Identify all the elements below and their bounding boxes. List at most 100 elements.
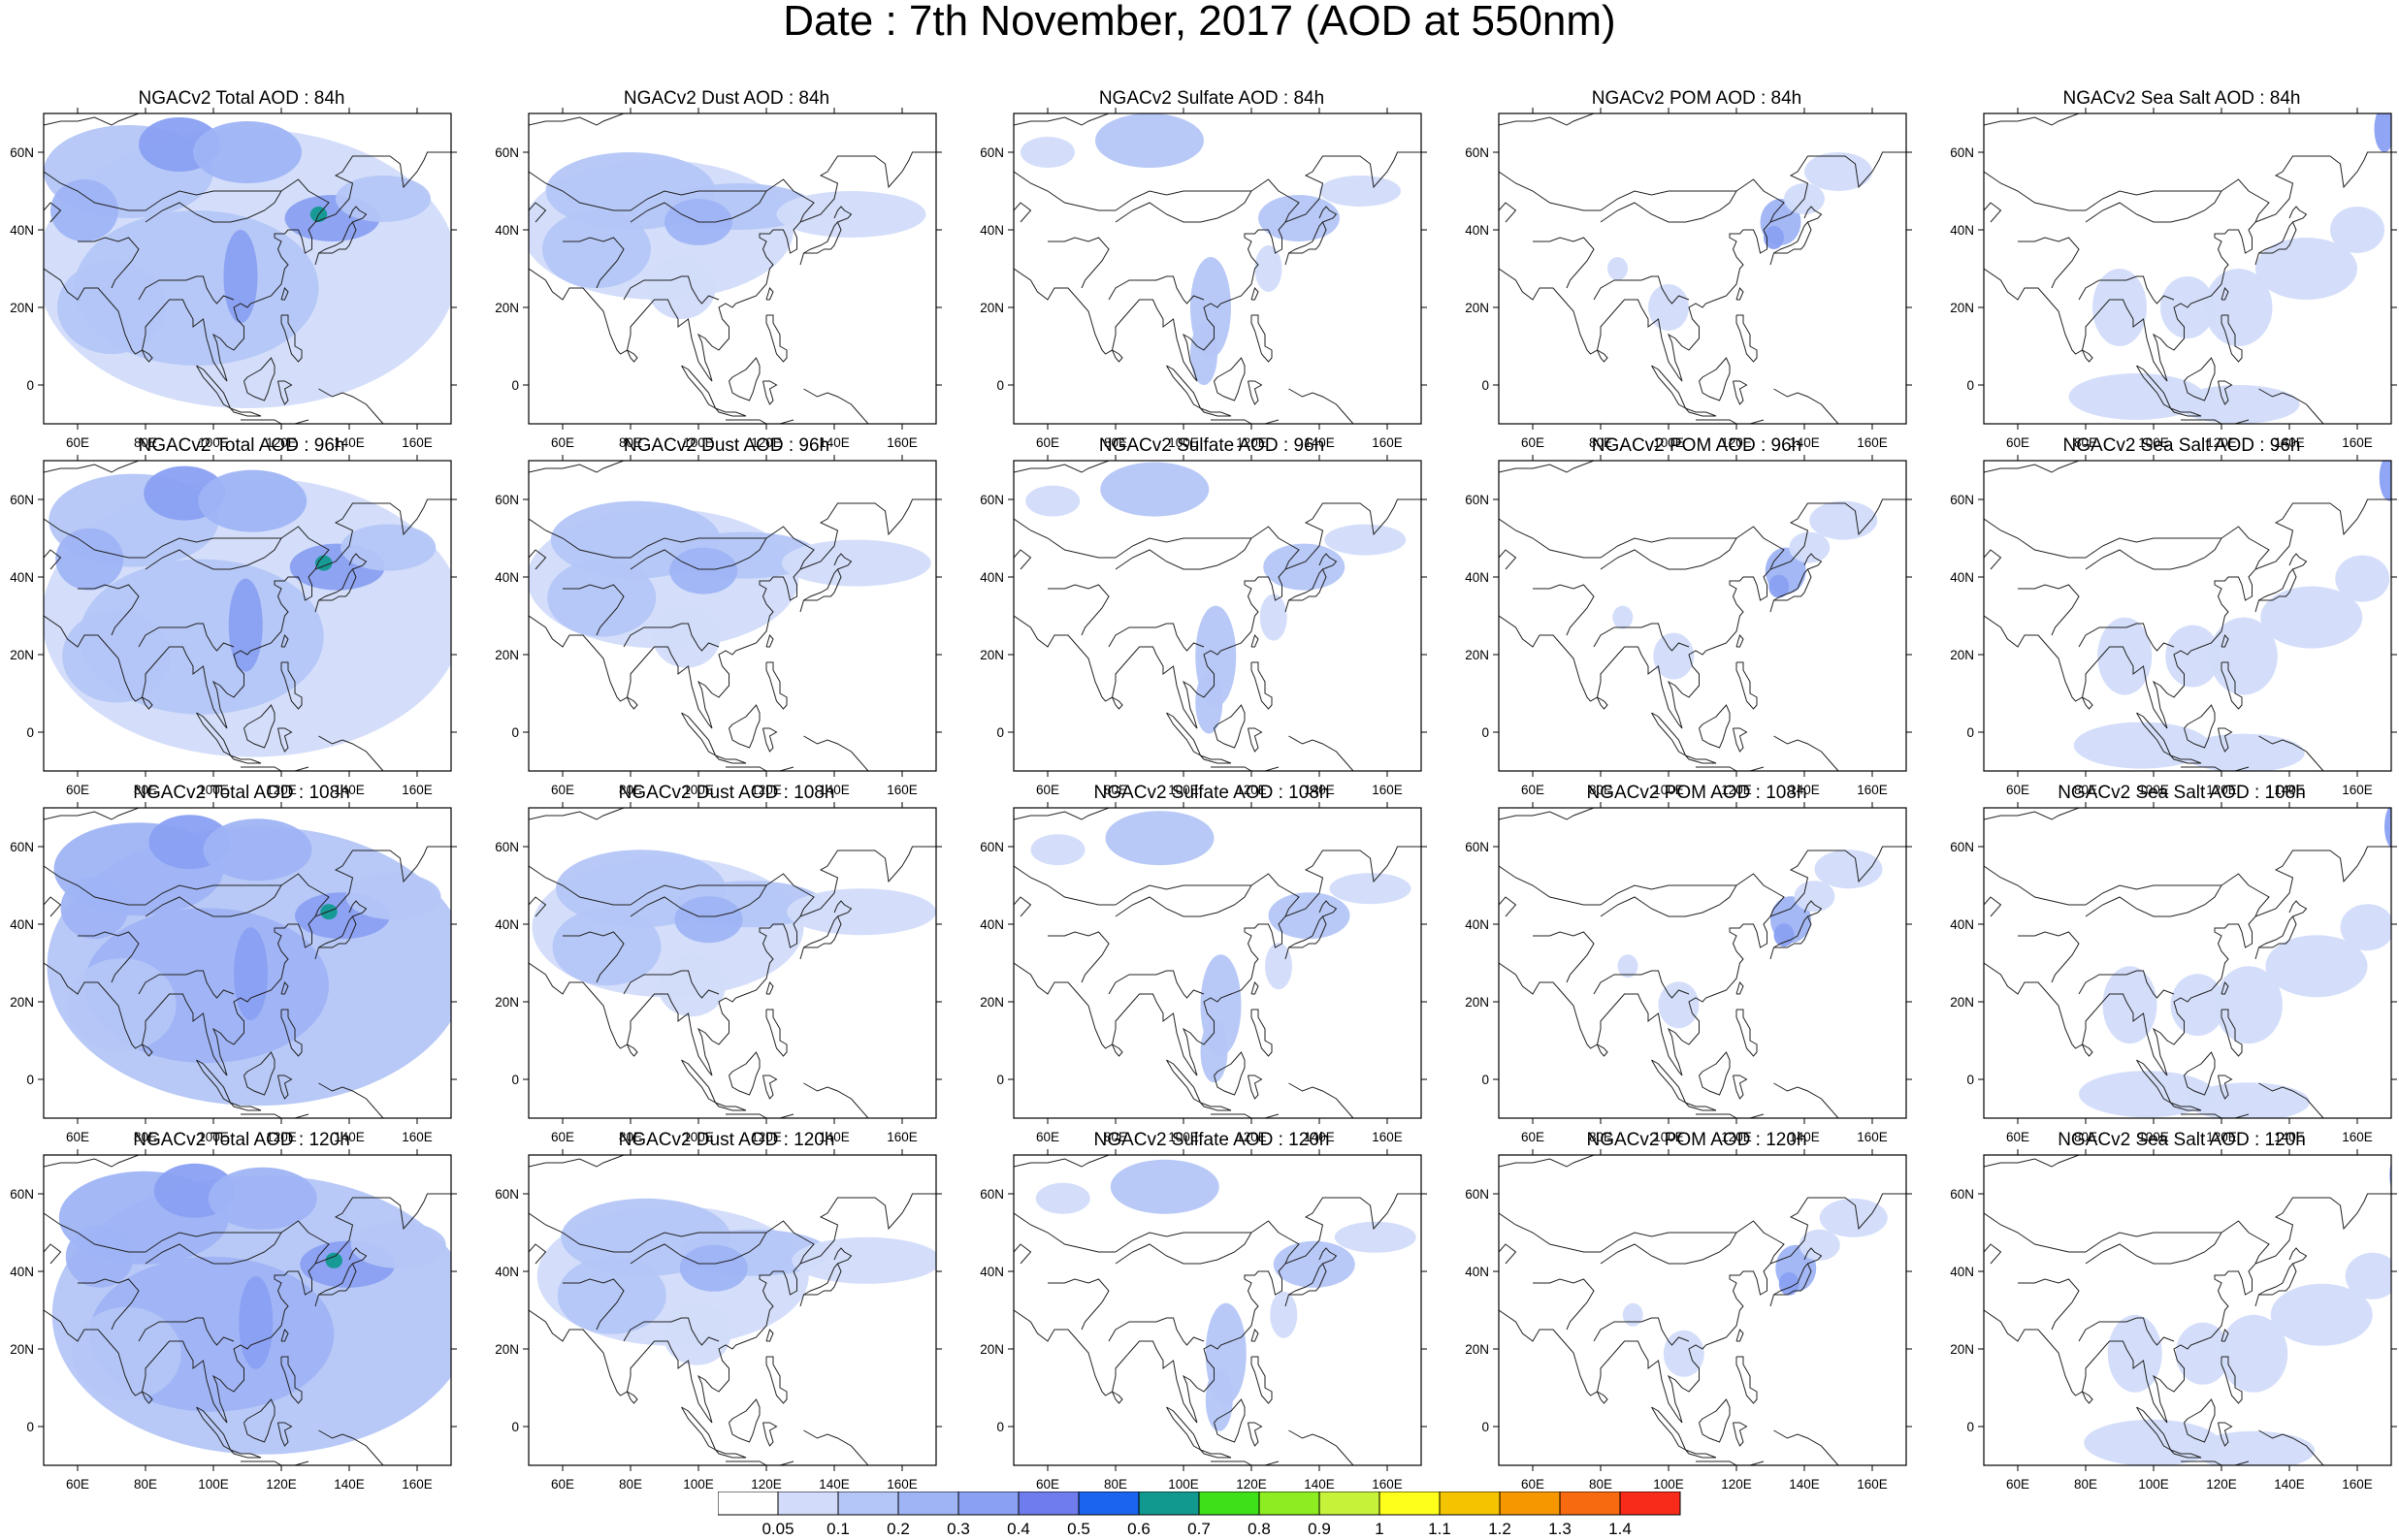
aod-field <box>1499 461 1906 771</box>
aod-plume <box>1263 543 1345 591</box>
aod-map: 60E 80E 100E 120E 140E 160E 60N 40N 20N 0 <box>1465 455 1912 797</box>
lat-tick-label: 60N <box>1950 840 1974 854</box>
coastline <box>2218 1422 2233 1447</box>
lon-tick-label: 160E <box>1857 1130 1888 1144</box>
coastline <box>623 623 720 652</box>
lat-tick-label: 20N <box>1465 995 1489 1010</box>
coastline <box>627 1391 638 1404</box>
lon-tick-label: 120E <box>1721 435 1752 450</box>
colorbar-swatch <box>1378 1492 1441 1516</box>
coastline <box>241 1460 309 1465</box>
coastline <box>44 1212 146 1253</box>
coastline <box>230 407 262 417</box>
coastline <box>1769 915 1812 960</box>
lon-tick-label: 80E <box>1589 1130 1612 1144</box>
lat-tick-label: 40N <box>10 223 34 238</box>
coastline <box>1651 1406 1687 1452</box>
coastline <box>1773 1429 1839 1465</box>
lon-tick-label: 160E <box>1372 1130 1403 1144</box>
coastline <box>1733 727 1748 753</box>
coastline <box>78 584 140 636</box>
coastline <box>1735 178 1785 223</box>
coastline <box>44 171 146 211</box>
coastline <box>1014 1155 1110 1168</box>
aod-map: 60E 80E 100E 120E 140E 160E 60N 40N 20N 0 <box>1465 1149 1912 1492</box>
coastline <box>765 633 774 648</box>
lat-tick-label: 0 <box>511 378 519 393</box>
panel-title: NGACv2 Sulfate AOD : 84h <box>1098 88 1325 109</box>
coastline <box>348 206 368 223</box>
coastline <box>529 461 625 473</box>
coastline <box>138 970 235 999</box>
lon-tick-label: 160E <box>1857 1477 1888 1492</box>
lon-tick-label: 80E <box>134 1477 157 1492</box>
coastline <box>1773 1082 1839 1118</box>
lon-tick-label: 160E <box>402 783 433 797</box>
coastline <box>1597 349 1608 363</box>
lon-tick-label: 60E <box>1036 435 1059 450</box>
colorbar-label: 0.05 <box>762 1520 794 1536</box>
aod-map: 60E 80E 100E 120E 140E 160E 60N 40N 20N 0 <box>980 455 1427 797</box>
coastline <box>1014 461 1110 473</box>
coastline <box>1214 704 1246 749</box>
aod-plume <box>2255 238 2357 300</box>
lon-tick-label: 120E <box>751 435 782 450</box>
aod-plume <box>55 528 124 591</box>
coastline <box>1250 286 1259 301</box>
coastline <box>799 221 842 266</box>
coastline <box>529 896 547 917</box>
lat-tick-label: 0 <box>26 378 34 393</box>
coastline <box>1048 1278 1110 1331</box>
map-frame <box>528 112 937 425</box>
lat-tick-label: 20N <box>10 1342 34 1357</box>
coastline <box>726 766 794 771</box>
aod-plume <box>1324 524 1407 556</box>
map-frame <box>43 807 452 1119</box>
coastline <box>1248 727 1263 753</box>
lon-tick-label: 80E <box>1104 435 1127 450</box>
coastline <box>2136 712 2172 757</box>
map-panel-pom-108h: NGACv2 POM AOD : 108h 60E 80E 100E 120E 140E 1… <box>1457 783 1912 1144</box>
lon-tick-label: 100E <box>1653 1477 1684 1492</box>
lat-tick-label: 20N <box>1950 995 1974 1010</box>
colorbar-swatch <box>837 1492 899 1516</box>
coastline <box>44 896 62 917</box>
map-panel-dust-96h: NGACv2 Dust AOD : 96h 60E 80E 100E 120E 140E 1… <box>487 435 942 797</box>
coastline <box>2221 286 2229 301</box>
coastline <box>681 712 717 757</box>
coastline <box>1984 808 2080 820</box>
coastline <box>529 202 547 223</box>
coastline <box>2170 1449 2202 1459</box>
coastline <box>1735 661 1758 710</box>
coastline <box>2218 380 2233 405</box>
coastline <box>623 1317 720 1346</box>
coastline <box>1499 808 1595 820</box>
aod-plume <box>2215 966 2283 1044</box>
panel-title: NGACv2 POM AOD : 108h <box>1586 783 1807 803</box>
coastline <box>1651 712 1687 757</box>
coastline <box>1250 661 1273 710</box>
coastline <box>142 1043 153 1057</box>
coastline <box>2221 980 2229 995</box>
coastline <box>138 1317 235 1346</box>
coastline <box>1735 1220 1785 1265</box>
panel-title: NGACv2 Sea Salt AOD : 84h <box>2062 88 2301 109</box>
coastline <box>78 931 140 983</box>
coastline <box>241 1113 309 1118</box>
coastline <box>563 237 625 289</box>
map-panel-total-108h: NGACv2 Total AOD : 108h 60E 80E 100E 120E 140… <box>2 783 457 1144</box>
coastline <box>1499 1212 1601 1253</box>
colorbar-swatch <box>1439 1492 1501 1516</box>
lon-tick-label: 80E <box>2074 1477 2097 1492</box>
coastline <box>2221 873 2270 917</box>
lat-tick-label: 20N <box>495 1342 519 1357</box>
aod-plume <box>787 888 936 936</box>
lat-tick-label: 0 <box>1966 1420 1974 1434</box>
map-frame <box>528 1154 937 1466</box>
aod-plume <box>193 121 302 183</box>
aod-plume <box>1025 485 1081 517</box>
coastline <box>2018 584 2080 636</box>
lon-tick-label: 120E <box>1721 783 1752 797</box>
coastline <box>78 237 140 289</box>
coastline <box>1735 1328 1744 1342</box>
